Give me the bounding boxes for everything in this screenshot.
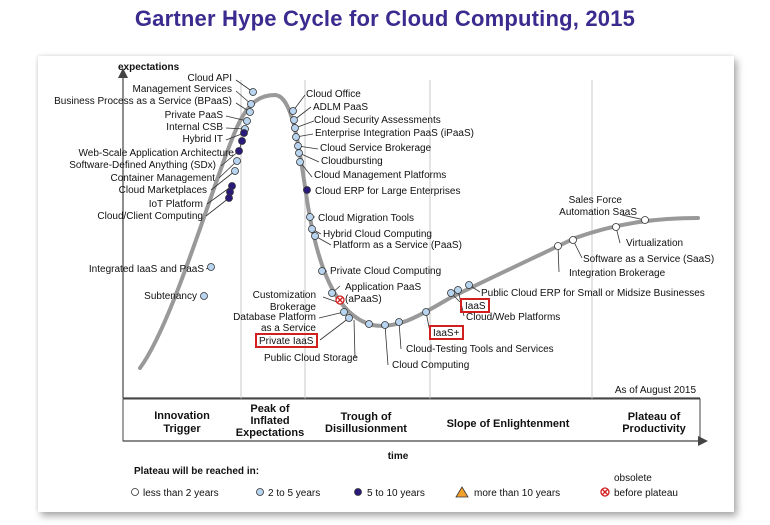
label-iaas: IaaS (465, 301, 486, 312)
left-labels: Cloud API Management Services Business P… (54, 73, 234, 302)
label-iaas-plus: IaaS+ (433, 328, 460, 339)
label-saas: Software as a Service (SaaS) (583, 254, 714, 265)
label-hybrid-it: Hybrid IT (182, 134, 223, 145)
legend-triangle (455, 486, 469, 498)
legend-blue-dot (256, 488, 264, 496)
label-cloud-client: Cloud/Client Computing (97, 211, 203, 222)
legend-2-5: 2 to 5 years (256, 488, 320, 499)
y-axis-label: expectations (118, 62, 180, 73)
svg-text:5 to 10 years: 5 to 10 years (367, 488, 425, 499)
time-axis-arrow (698, 436, 708, 446)
phase-band (122, 398, 701, 442)
page-title: Gartner Hype Cycle for Cloud Computing, … (134, 6, 636, 31)
label-cloud-api: Cloud API (188, 73, 232, 84)
label-migration-tools: Cloud Migration Tools (318, 213, 414, 224)
label-public-storage: Public Cloud Storage (264, 353, 358, 364)
peak-right-labels: Cloud Office ADLM PaaS Cloud Security As… (306, 89, 474, 305)
label-paas: Platform as a Service (PaaS) (333, 240, 462, 251)
label-testing-tools: Cloud-Testing Tools and Services (406, 344, 554, 355)
x-axis-label: time (388, 451, 409, 462)
label-internal-csb: Internal CSB (166, 122, 223, 133)
obsolete-marker (335, 295, 345, 305)
label-cloud-security: Cloud Security Assessments (314, 115, 441, 126)
label-iot-platform: IoT Platform (149, 199, 203, 210)
label-apaas-1: Application PaaS (345, 282, 421, 293)
label-web-scale: Web-Scale Application Architecture (79, 148, 235, 159)
phase-peak-2: Inflated (250, 415, 289, 427)
label-private-cloud: Private Cloud Computing (330, 266, 441, 277)
phase-plateau-2: Productivity (622, 423, 686, 435)
private-iaas-highlight (255, 333, 318, 348)
svg-text:more than 10 years: more than 10 years (474, 488, 560, 499)
legend-obsolete: obsolete before plateau (600, 473, 678, 499)
label-database-platform-2: as a Service (261, 323, 316, 334)
legend-white-dot (131, 488, 139, 496)
label-custom-brokerage-2: Brokerage (270, 302, 317, 313)
label-hybrid-cloud: Hybrid Cloud Computing (323, 229, 432, 240)
label-subtenancy: Subtenancy (144, 291, 197, 302)
phase-slope: Slope of Enlightenment (447, 418, 570, 430)
label-ipaas: Enterprise Integration PaaS (iPaaS) (315, 128, 474, 139)
phase-peak-1: Peak of (250, 403, 289, 415)
legend-5-10: 5 to 10 years (354, 488, 425, 499)
technology-dots (200, 88, 649, 329)
legend-more-10: more than 10 years (455, 486, 560, 499)
label-salesforce-2: Automation SaaS (559, 207, 637, 218)
svg-text:2 to 5 years: 2 to 5 years (268, 488, 320, 499)
phase-plateau-1: Plateau of (628, 411, 681, 423)
hype-curve (138, 92, 700, 370)
svg-text:before plateau: before plateau (614, 488, 678, 499)
label-integrated-iaas-paas: Integrated IaaS and PaaS (89, 264, 204, 275)
label-web-platforms: Cloud/Web Platforms (466, 312, 560, 323)
label-adlm-paas: ADLM PaaS (313, 102, 368, 113)
label-mgmt-services: Management Services (133, 84, 233, 95)
label-public-erp: Public Cloud ERP for Small or Midsize Bu… (481, 288, 705, 299)
phase-trough-1: Trough of (341, 411, 392, 423)
label-cloud-mgmt-platforms: Cloud Management Platforms (314, 170, 446, 181)
label-database-platform-1: Database Platform (233, 312, 316, 323)
label-salesforce-1: Sales Force (569, 195, 623, 206)
label-virtualization: Virtualization (626, 238, 683, 249)
legend-dark-dot (354, 488, 362, 496)
label-cloud-computing: Cloud Computing (392, 360, 469, 371)
svg-text:obsolete: obsolete (614, 473, 652, 484)
label-private-iaas: Private IaaS (259, 336, 314, 347)
iaas-plus-highlight (429, 325, 464, 340)
label-cloudbursting: Cloudbursting (321, 156, 383, 167)
label-integration-brokerage: Integration Brokerage (569, 268, 666, 279)
trough-left-labels: Customization Brokerage Database Platfor… (233, 290, 316, 334)
label-apaas-2: (aPaaS) (345, 294, 382, 305)
label-container-mgmt: Container Management (110, 173, 215, 184)
y-axis-arrow (118, 68, 128, 78)
label-csb: Cloud Service Brokerage (320, 143, 432, 154)
phase-innovation-trigger-1: Innovation (154, 410, 210, 422)
label-cloud-office: Cloud Office (306, 89, 361, 100)
svg-text:less than 2 years: less than 2 years (143, 488, 219, 499)
label-cloud-erp-large: Cloud ERP for Large Enterprises (315, 186, 460, 197)
phase-peak-3: Expectations (236, 427, 304, 439)
legend-title: Plateau will be reached in: (134, 466, 259, 477)
phase-trough-2: Disillusionment (325, 423, 407, 435)
as-of-date: As of August 2015 (615, 385, 697, 396)
label-custom-brokerage-1: Customization (253, 290, 316, 301)
label-bpaas: Business Process as a Service (BPaaS) (54, 96, 232, 107)
phase-labels: Innovation Trigger Peak of Inflated Expe… (154, 403, 686, 439)
label-cloud-marketplaces: Cloud Marketplaces (119, 185, 207, 196)
iaas-highlight (460, 298, 490, 313)
phase-innovation-trigger-2: Trigger (163, 423, 201, 435)
label-private-paas: Private PaaS (165, 110, 224, 121)
legend-less-2: less than 2 years (131, 488, 219, 499)
label-sdx: Software-Defined Anything (SDx) (69, 160, 216, 171)
